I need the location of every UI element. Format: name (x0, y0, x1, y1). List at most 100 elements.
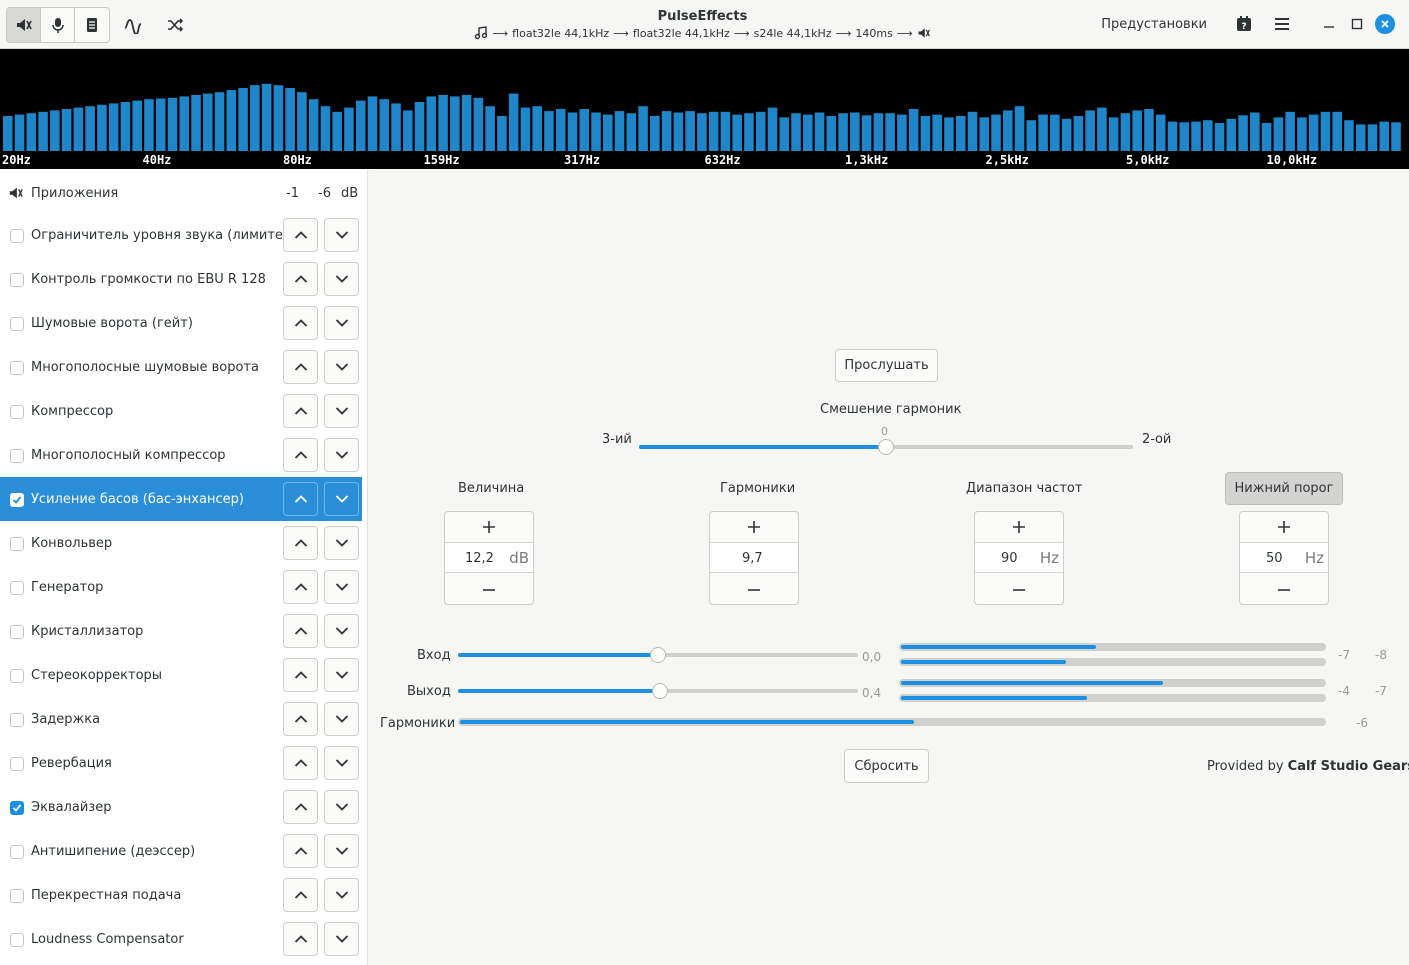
plugin-row[interactable]: Усиление басов (бас-энхансер) (0, 477, 362, 521)
move-up-button[interactable] (283, 834, 318, 868)
move-up-button[interactable] (283, 394, 318, 428)
move-down-button[interactable] (324, 570, 359, 604)
move-up-button[interactable] (283, 218, 318, 252)
plugin-enable-checkbox[interactable] (10, 493, 24, 507)
plugin-enable-checkbox[interactable] (10, 933, 24, 947)
reset-button[interactable]: Сбросить (844, 749, 929, 783)
plugin-row[interactable]: Стереокорректоры (0, 653, 362, 697)
plugin-row[interactable]: Многополосный компрессор (0, 433, 362, 477)
plugin-enable-checkbox[interactable] (10, 581, 24, 595)
plugin-row[interactable]: Задержка (0, 697, 362, 741)
close-button[interactable] (1371, 7, 1399, 41)
apps-mode-button[interactable] (75, 8, 109, 42)
plugin-enable-checkbox[interactable] (10, 405, 24, 419)
move-down-button[interactable] (324, 614, 359, 648)
output-gain-slider[interactable] (458, 683, 858, 699)
plugin-enable-checkbox[interactable] (10, 669, 24, 683)
shuffle-button[interactable] (156, 8, 194, 42)
move-down-button[interactable] (324, 306, 359, 340)
input-gain-knob[interactable] (650, 647, 666, 663)
move-down-button[interactable] (324, 878, 359, 912)
move-up-button[interactable] (283, 438, 318, 472)
move-down-button[interactable] (324, 350, 359, 384)
move-up-button[interactable] (283, 790, 318, 824)
floor-spinner[interactable]: 50 Hz (1239, 511, 1329, 605)
move-down-button[interactable] (324, 834, 359, 868)
move-up-button[interactable] (283, 658, 318, 692)
scope-field[interactable]: 90 Hz (975, 543, 1063, 573)
maximize-button[interactable] (1343, 7, 1371, 41)
move-down-button[interactable] (324, 438, 359, 472)
plugin-row[interactable]: Контроль громкости по EBU R 128 (0, 257, 362, 301)
presets-button[interactable]: Предустановки (1101, 16, 1207, 32)
plugin-enable-checkbox[interactable] (10, 845, 24, 859)
scope-spinner[interactable]: 90 Hz (974, 511, 1064, 605)
harmonics-decrease-button[interactable] (710, 574, 798, 605)
move-up-button[interactable] (283, 922, 318, 956)
blend-slider[interactable] (639, 439, 1133, 455)
move-up-button[interactable] (283, 306, 318, 340)
plugin-row[interactable]: Кристаллизатор (0, 609, 362, 653)
input-mode-button[interactable] (41, 8, 75, 42)
input-gain-slider[interactable] (458, 647, 858, 663)
harmonics-spinner[interactable]: 9,7 (709, 511, 799, 605)
move-up-button[interactable] (283, 746, 318, 780)
scope-increase-button[interactable] (975, 512, 1063, 543)
spectrum-button[interactable] (114, 8, 152, 42)
harmonics-field[interactable]: 9,7 (710, 543, 798, 573)
move-down-button[interactable] (324, 702, 359, 736)
output-mode-button[interactable] (7, 8, 41, 42)
move-down-button[interactable] (324, 482, 359, 516)
harmonics-increase-button[interactable] (710, 512, 798, 543)
move-up-button[interactable] (283, 350, 318, 384)
plugin-row[interactable]: Компрессор (0, 389, 362, 433)
plugin-enable-checkbox[interactable] (10, 537, 24, 551)
plugin-enable-checkbox[interactable] (10, 889, 24, 903)
plugin-row[interactable]: Конвольвер (0, 521, 362, 565)
move-up-button[interactable] (283, 614, 318, 648)
blend-slider-knob[interactable] (878, 439, 894, 455)
scope-decrease-button[interactable] (975, 574, 1063, 605)
move-down-button[interactable] (324, 526, 359, 560)
plugin-enable-checkbox[interactable] (10, 757, 24, 771)
move-down-button[interactable] (324, 746, 359, 780)
move-down-button[interactable] (324, 658, 359, 692)
plugin-enable-checkbox[interactable] (10, 713, 24, 727)
floor-decrease-button[interactable] (1240, 574, 1328, 605)
move-up-button[interactable] (283, 878, 318, 912)
move-up-button[interactable] (283, 262, 318, 296)
listen-button[interactable]: Прослушать (835, 349, 938, 382)
amount-field[interactable]: 12,2 dB (445, 543, 533, 573)
plugin-enable-checkbox[interactable] (10, 361, 24, 375)
plugin-enable-checkbox[interactable] (10, 229, 24, 243)
amount-spinner[interactable]: 12,2 dB (444, 511, 534, 605)
plugin-row[interactable]: Многополосные шумовые ворота (0, 345, 362, 389)
plugin-row[interactable]: Антишипение (деэссер) (0, 829, 362, 873)
move-up-button[interactable] (283, 702, 318, 736)
plugin-row[interactable]: Loudness Compensator (0, 917, 362, 961)
move-down-button[interactable] (324, 262, 359, 296)
plugin-row[interactable]: Ограничитель уровня звука (лимитер) (0, 213, 362, 257)
move-up-button[interactable] (283, 482, 318, 516)
amount-increase-button[interactable] (445, 512, 533, 543)
plugin-enable-checkbox[interactable] (10, 449, 24, 463)
plugin-enable-checkbox[interactable] (10, 801, 24, 815)
plugin-row[interactable]: Ревербация (0, 741, 362, 785)
applications-row[interactable]: Приложения -1 -6 dB (0, 169, 368, 213)
plugin-row[interactable]: Перекрестная подача (0, 873, 362, 917)
plugin-row[interactable]: Генератор (0, 565, 362, 609)
move-down-button[interactable] (324, 394, 359, 428)
move-down-button[interactable] (324, 790, 359, 824)
plugin-row[interactable]: Эквалайзер (0, 785, 362, 829)
floor-field[interactable]: 50 Hz (1240, 543, 1328, 573)
plugin-enable-checkbox[interactable] (10, 317, 24, 331)
plugin-enable-checkbox[interactable] (10, 625, 24, 639)
move-up-button[interactable] (283, 526, 318, 560)
amount-decrease-button[interactable] (445, 574, 533, 605)
minimize-button[interactable] (1315, 7, 1343, 41)
output-gain-knob[interactable] (652, 683, 668, 699)
plugin-enable-checkbox[interactable] (10, 273, 24, 287)
move-down-button[interactable] (324, 922, 359, 956)
help-button[interactable]: ? (1225, 7, 1263, 41)
move-down-button[interactable] (324, 218, 359, 252)
